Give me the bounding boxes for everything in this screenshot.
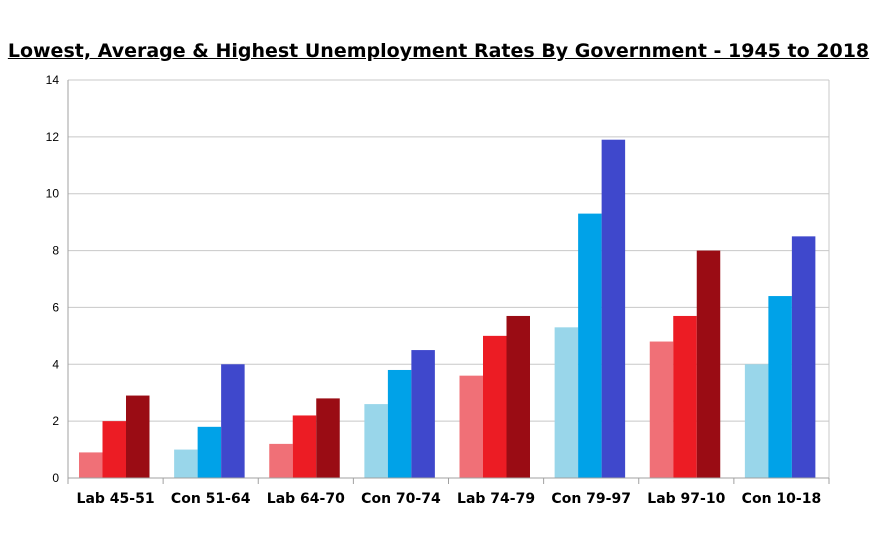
y-tick-label: 0	[52, 471, 59, 485]
bar-lowest	[269, 443, 293, 478]
y-tick-label: 6	[52, 300, 59, 314]
bar-highest	[696, 250, 721, 478]
bar-highest	[221, 364, 245, 478]
x-tick-label: Lab 97-10	[647, 491, 725, 507]
bar-highest	[411, 350, 435, 478]
bar-average	[673, 315, 697, 478]
bar-average	[197, 426, 222, 478]
bar-average	[102, 421, 126, 478]
x-tick-label: Con 70-74	[361, 491, 441, 507]
bar-highest	[601, 139, 626, 478]
bar-lowest	[649, 341, 674, 478]
axes	[67, 80, 830, 484]
bar-lowest	[79, 452, 103, 478]
bar-average	[387, 369, 412, 478]
bar-highest	[126, 395, 150, 478]
y-tick-label: 4	[52, 357, 59, 371]
axis-labels: 0 2 4 6 8 10 12 14 Lab 45-51 Con 51-64 Lab 64-70 Co…	[46, 73, 822, 507]
bar-highest	[506, 315, 530, 478]
bar-average	[578, 213, 602, 478]
bar-lowest	[364, 404, 388, 478]
x-tick-label: Lab 64-70	[267, 491, 345, 507]
x-tick-label: Lab 45-51	[77, 491, 155, 507]
x-tick-label: Con 79-97	[551, 491, 631, 507]
y-tick-label: 2	[52, 414, 59, 428]
x-tick-label: Con 51-64	[171, 491, 251, 507]
bar-highest	[791, 236, 816, 478]
y-tick-label: 10	[46, 187, 60, 201]
y-tick-label: 14	[46, 73, 60, 87]
x-tick-label: Con 10-18	[742, 491, 822, 507]
bar-highest	[316, 398, 340, 478]
bar-lowest	[459, 375, 483, 478]
x-tick-label: Lab 74-79	[457, 491, 535, 507]
bar-lowest	[744, 364, 769, 478]
bar-lowest	[174, 449, 198, 478]
bar-average	[768, 296, 792, 478]
bar-average	[292, 415, 317, 478]
bar-lowest	[554, 327, 579, 478]
bar-average	[483, 335, 507, 478]
bars	[79, 139, 816, 478]
y-tick-label: 8	[52, 244, 59, 258]
chart-title: Lowest, Average & Highest Unemployment R…	[7, 40, 870, 62]
y-tick-label: 12	[46, 130, 60, 144]
